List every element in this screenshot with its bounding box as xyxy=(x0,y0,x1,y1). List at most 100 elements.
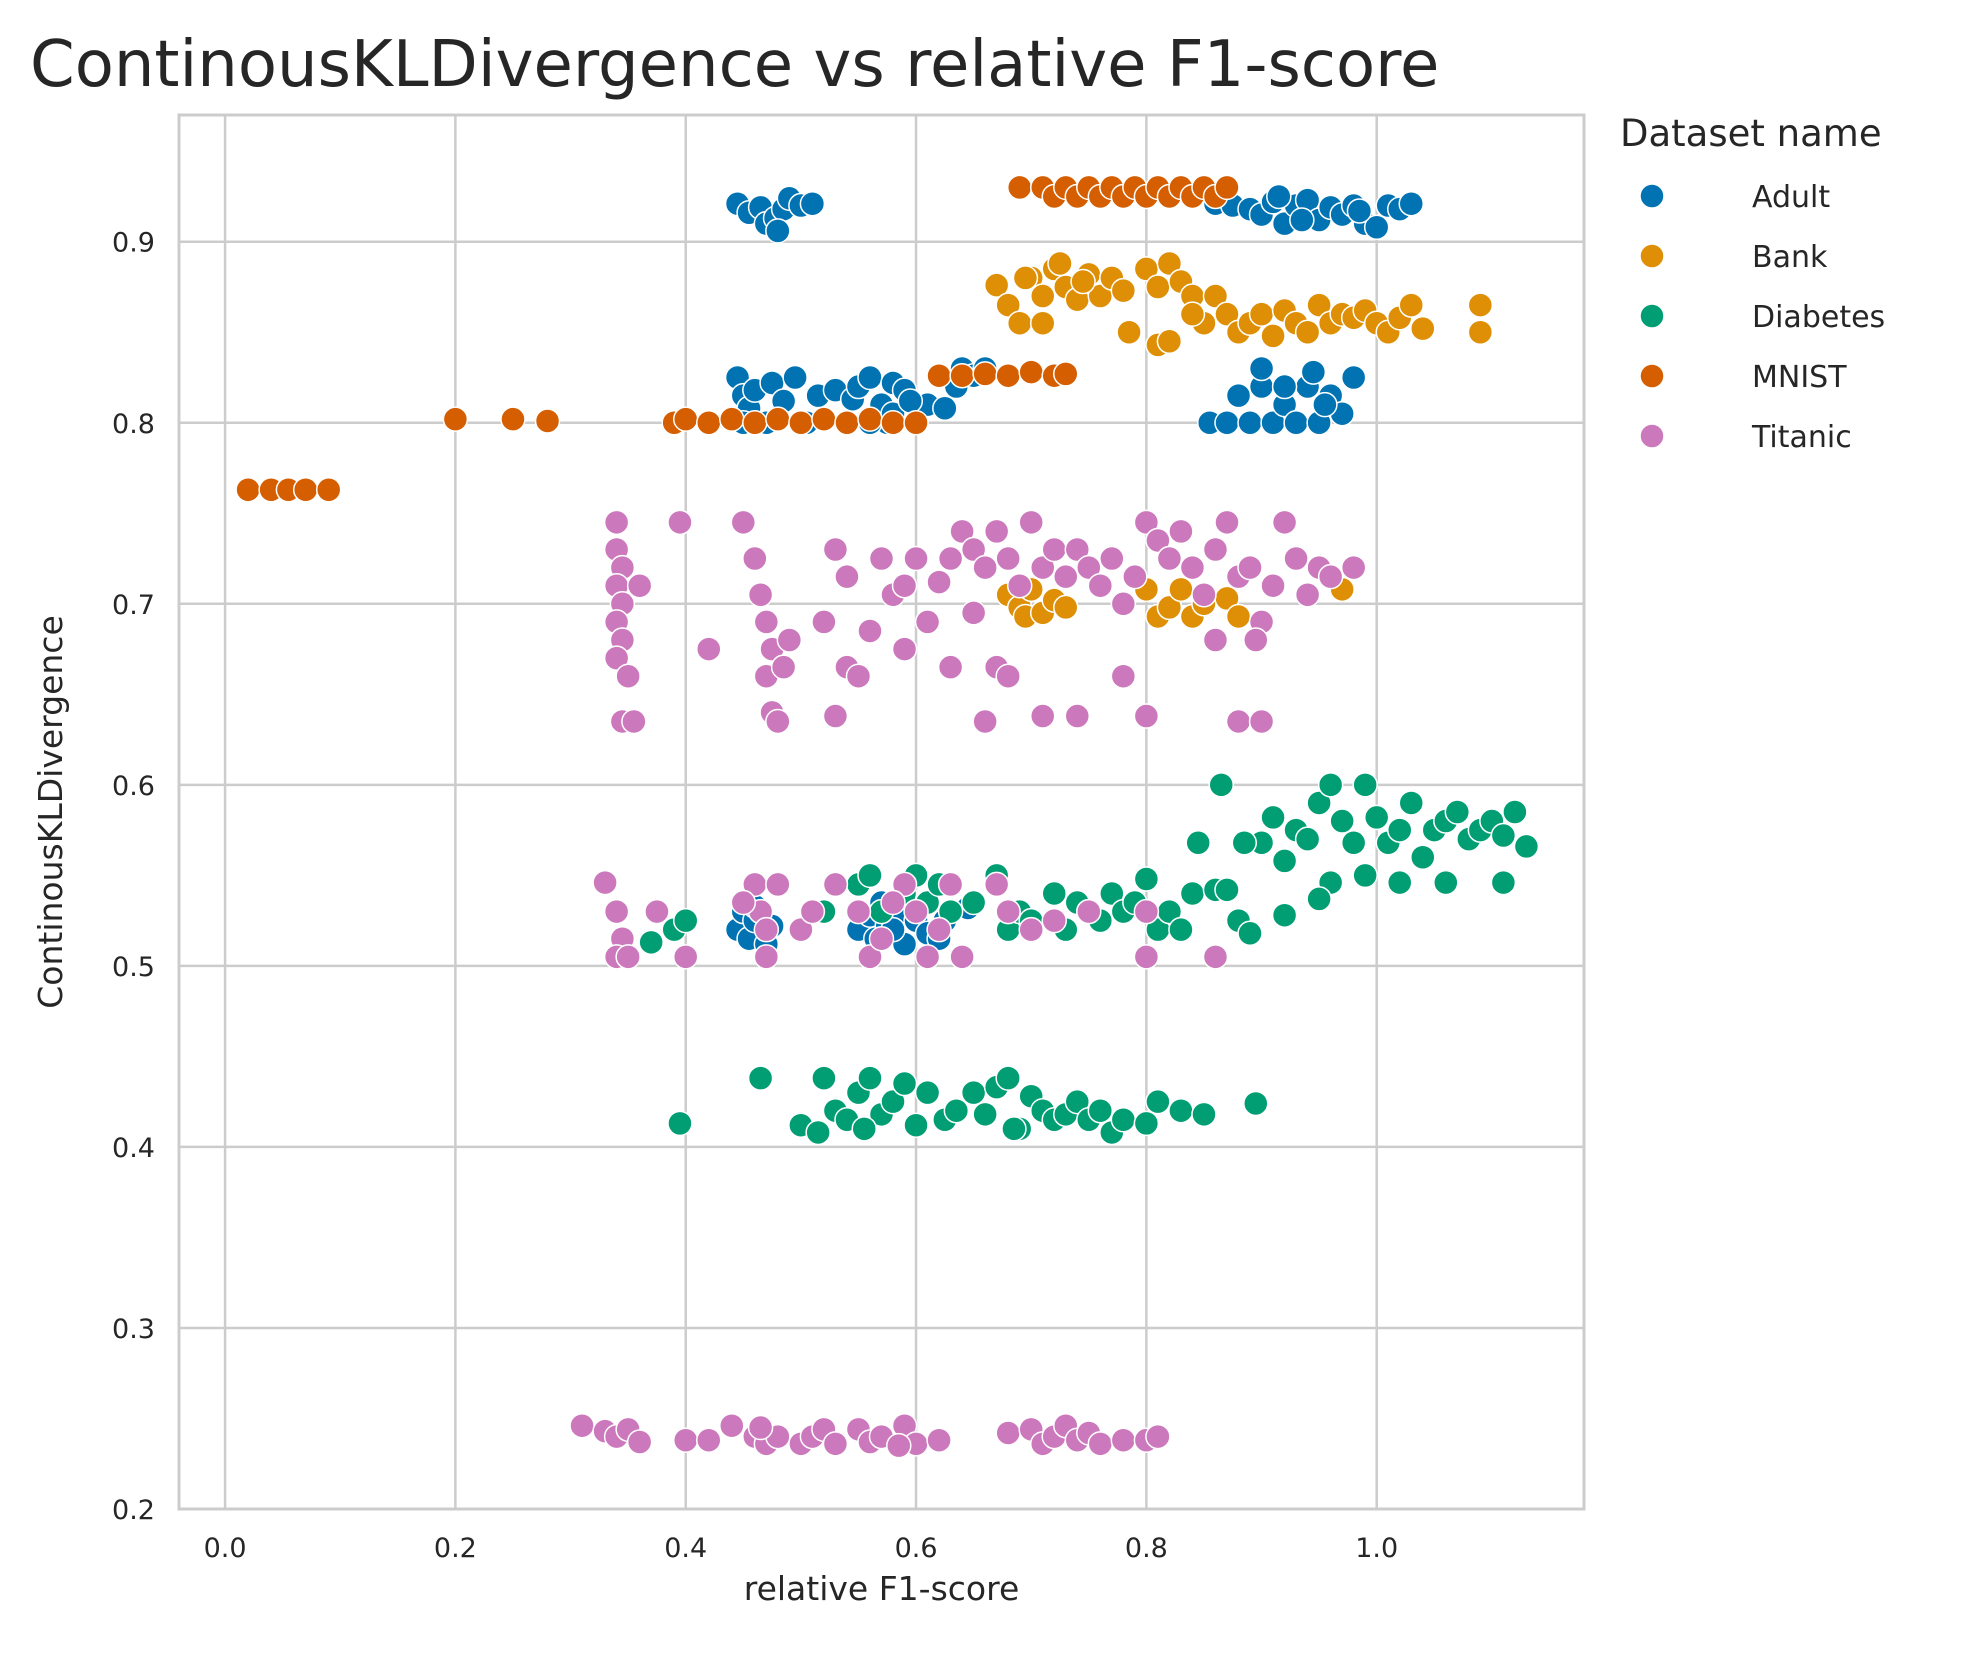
data-point xyxy=(1467,319,1494,345)
data-point xyxy=(1168,1097,1194,1124)
legend-item-diabetes: Diabetes xyxy=(1639,300,1885,335)
data-point xyxy=(1346,198,1373,224)
data-point xyxy=(1386,817,1413,843)
data-point xyxy=(1145,1088,1171,1115)
data-point xyxy=(1231,830,1258,856)
data-point xyxy=(845,898,872,925)
y-tick-label: 0.8 xyxy=(112,409,155,440)
data-point xyxy=(765,218,791,244)
data-point xyxy=(1260,572,1286,599)
data-point xyxy=(1202,627,1229,653)
data-point xyxy=(1237,554,1263,581)
data-point xyxy=(1122,563,1148,590)
data-point xyxy=(753,944,780,970)
legend-label: Bank xyxy=(1752,240,1828,275)
data-point xyxy=(621,708,647,735)
legend-label: Adult xyxy=(1752,180,1830,215)
data-point xyxy=(1116,319,1142,345)
data-point xyxy=(1289,207,1315,233)
data-point xyxy=(672,1427,699,1453)
legend-item-bank: Bank xyxy=(1639,240,1828,275)
data-point xyxy=(886,1432,912,1459)
data-point xyxy=(719,1412,745,1439)
data-point xyxy=(972,554,998,581)
data-point xyxy=(534,408,561,434)
data-point xyxy=(1053,594,1079,621)
data-point xyxy=(897,388,924,414)
x-axis-label: relative F1-score xyxy=(744,1569,1020,1608)
data-point xyxy=(776,627,803,653)
data-point xyxy=(926,362,952,389)
data-point xyxy=(1490,822,1517,849)
x-tick-label: 0.6 xyxy=(895,1533,938,1564)
data-point xyxy=(1214,174,1240,201)
data-point xyxy=(805,1119,831,1146)
data-point xyxy=(960,1079,987,1106)
legend-marker xyxy=(1639,183,1665,209)
data-point xyxy=(696,1427,722,1453)
data-point xyxy=(1145,274,1171,300)
data-point xyxy=(1099,545,1125,572)
data-point xyxy=(638,929,664,956)
data-point xyxy=(995,362,1021,389)
data-point xyxy=(914,1079,941,1106)
data-point xyxy=(672,907,699,934)
data-point xyxy=(903,410,929,436)
data-point xyxy=(1214,301,1240,327)
data-point xyxy=(891,572,918,599)
legend-marker xyxy=(1639,363,1665,389)
data-point xyxy=(719,406,745,432)
data-point xyxy=(1041,907,1067,934)
data-point xyxy=(1047,250,1073,277)
data-point xyxy=(747,582,774,608)
data-point xyxy=(1502,799,1528,825)
data-point xyxy=(1340,830,1367,856)
data-point xyxy=(799,190,826,217)
data-point xyxy=(1110,591,1137,617)
data-point xyxy=(1156,594,1183,621)
data-point xyxy=(626,1429,653,1455)
data-point xyxy=(1156,250,1183,277)
data-point xyxy=(500,406,526,432)
data-point xyxy=(1179,880,1206,907)
data-point xyxy=(1087,1097,1114,1124)
y-tick-label: 0.6 xyxy=(112,771,155,802)
data-point xyxy=(1266,183,1292,210)
data-point xyxy=(1306,886,1332,912)
data-point xyxy=(1283,545,1309,572)
data-point xyxy=(891,871,918,898)
x-tick-label: 0.4 xyxy=(664,1533,707,1564)
data-point xyxy=(696,636,722,662)
data-point xyxy=(1352,772,1378,798)
data-point xyxy=(857,618,883,644)
data-point xyxy=(1294,582,1321,608)
data-point xyxy=(1087,572,1114,599)
data-point xyxy=(857,944,883,970)
data-point xyxy=(914,944,941,970)
data-point xyxy=(995,292,1021,318)
data-point xyxy=(1110,277,1137,304)
plot-frame xyxy=(177,113,1586,1511)
data-point xyxy=(891,1070,918,1097)
data-point xyxy=(1202,283,1229,309)
legend-marker xyxy=(1639,303,1665,329)
data-point xyxy=(822,703,849,729)
data-point xyxy=(983,871,1010,898)
data-point xyxy=(1312,391,1338,418)
data-point xyxy=(1202,536,1229,563)
data-point xyxy=(603,645,630,671)
data-point xyxy=(972,708,998,735)
data-point xyxy=(1087,1431,1114,1457)
data-point xyxy=(1110,1107,1137,1133)
data-point xyxy=(1283,410,1309,436)
data-point xyxy=(1214,509,1240,536)
data-point xyxy=(1398,190,1425,217)
data-point xyxy=(742,410,768,436)
data-point xyxy=(1317,563,1344,590)
data-point xyxy=(1133,509,1160,536)
data-point xyxy=(1237,920,1263,947)
data-point xyxy=(1352,862,1378,889)
data-point xyxy=(1133,703,1160,729)
data-point xyxy=(903,898,929,925)
legend-item-adult: Adult xyxy=(1639,180,1830,215)
